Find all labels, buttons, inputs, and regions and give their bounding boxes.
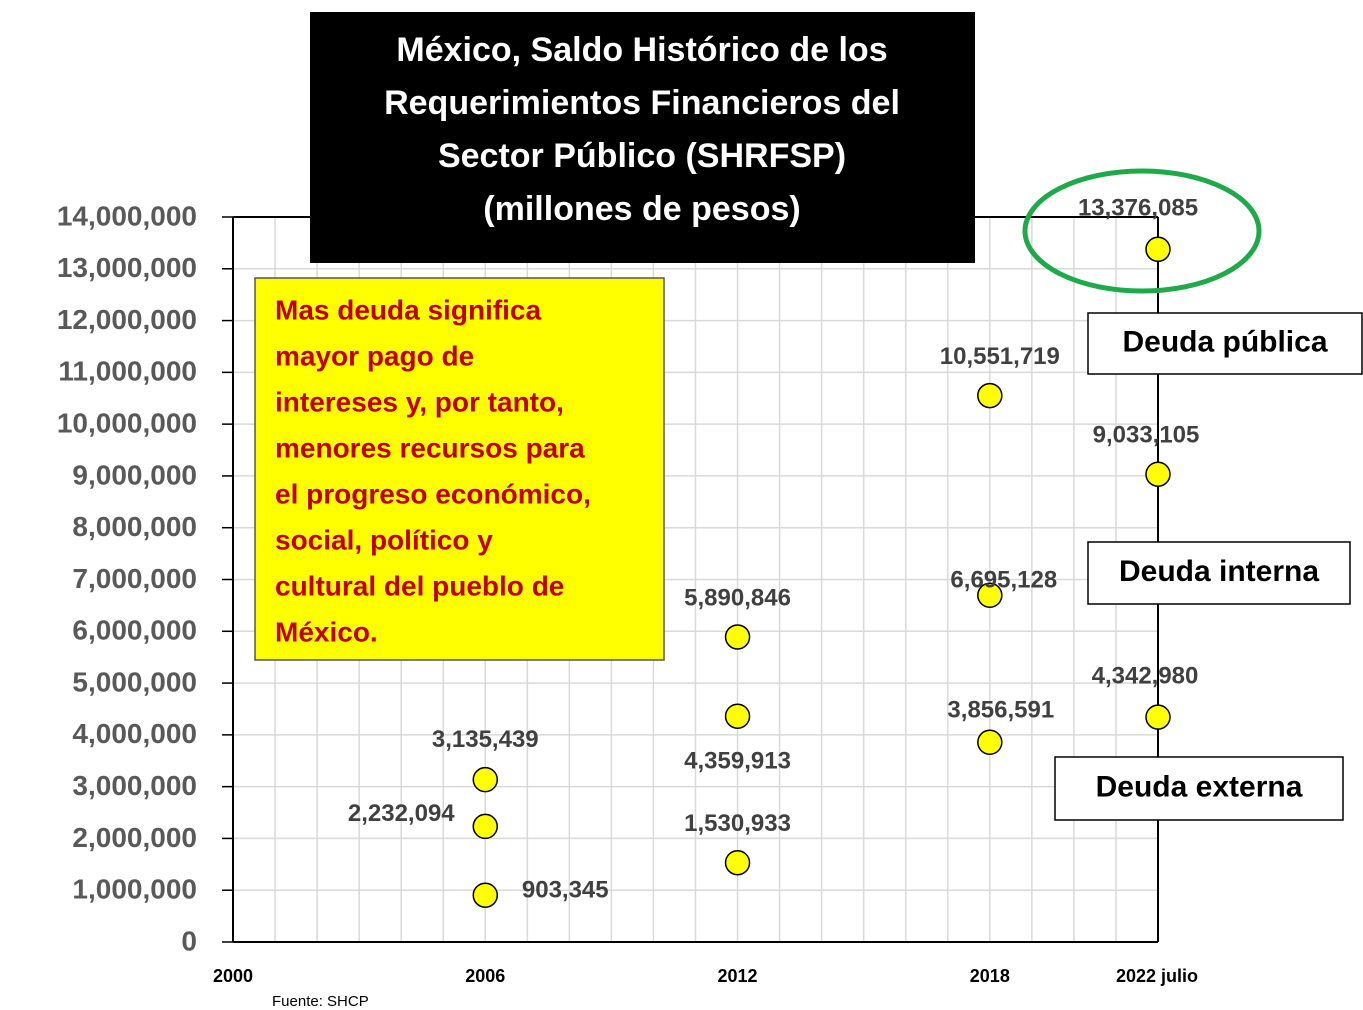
- y-tick-label: 13,000,000: [57, 252, 197, 283]
- data-marker: [472, 882, 499, 908]
- data-marker: [1145, 704, 1171, 730]
- annotation-text: social, político y: [275, 524, 493, 555]
- y-tick-label: 9,000,000: [72, 459, 197, 490]
- y-tick-label: 12,000,000: [57, 304, 197, 335]
- annotation-text: el progreso económico,: [275, 478, 591, 509]
- data-label: 3,135,439: [432, 726, 539, 753]
- source: Fuente: SHCP: [272, 993, 369, 1010]
- chart-title: Requerimientos Financieros del: [384, 84, 900, 122]
- annotation-text: menores recursos para: [275, 432, 585, 463]
- data-label: 10,551,719: [940, 343, 1060, 370]
- data-label: 4,342,980: [1092, 662, 1199, 689]
- chart-title: Sector Público (SHRFSP): [438, 137, 846, 175]
- annotation-text: intereses y, por tanto,: [275, 386, 564, 417]
- data-label: 3,856,591: [947, 697, 1054, 724]
- x-tick-label: 2000: [213, 966, 253, 986]
- title-box: [310, 12, 975, 263]
- y-tick-label: 3,000,000: [72, 770, 197, 801]
- data-label: 903,345: [522, 877, 609, 904]
- y-tick-label: 6,000,000: [72, 615, 197, 646]
- data-marker: [724, 703, 751, 729]
- data-label: 1,530,933: [684, 810, 791, 837]
- data-marker: [472, 813, 499, 840]
- data-marker: [977, 582, 1003, 609]
- legend-box: [1054, 756, 1344, 821]
- data-label: 13,376,085: [1078, 195, 1198, 222]
- y-tick-label: 5,000,000: [72, 666, 197, 697]
- y-tick-label: 11,000,000: [58, 356, 197, 387]
- y-tick-label: 0: [181, 925, 197, 956]
- y-tick-label: 7,000,000: [72, 563, 197, 594]
- data-label: 5,890,846: [684, 584, 791, 611]
- legend-label: Deuda interna: [1119, 555, 1319, 588]
- annotation-box: [254, 277, 665, 661]
- data-marker: [472, 766, 499, 793]
- x-tick-label: 2012: [718, 966, 758, 986]
- data-marker: [724, 624, 751, 650]
- data-label: 4,359,913: [684, 748, 791, 775]
- data-marker: [1145, 236, 1171, 263]
- data-label: 9,033,105: [1093, 422, 1200, 449]
- annotation-text: mayor pago de: [275, 340, 474, 371]
- y-tick-label: 14,000,000: [57, 200, 197, 231]
- data-marker: [977, 382, 1003, 409]
- data-marker: [724, 849, 751, 876]
- data-marker: [977, 729, 1003, 756]
- y-tick-label: 10,000,000: [57, 408, 197, 439]
- annotation-text: Mas deuda significa: [275, 294, 541, 325]
- legend-label: Deuda pública: [1122, 325, 1327, 358]
- x-tick-label: 2006: [465, 966, 505, 986]
- y-tick-label: 4,000,000: [72, 718, 197, 749]
- highlight-ellipse: [1022, 168, 1262, 294]
- data-label: 2,232,094: [348, 800, 455, 827]
- y-tick-label: 8,000,000: [72, 511, 197, 542]
- y-tick-label: 1,000,000: [72, 874, 197, 905]
- x-tick-label: 2022 julio: [1116, 966, 1198, 986]
- legend-box: [1087, 312, 1363, 375]
- annotation-text: México.: [275, 616, 378, 647]
- data-label: 6,695,128: [950, 567, 1057, 594]
- x-tick-label: 2018: [970, 966, 1010, 986]
- annotation-text: cultural del pueblo de: [275, 570, 564, 601]
- legend-box: [1087, 541, 1351, 605]
- data-marker: [1145, 461, 1171, 487]
- y-tick-label: 2,000,000: [72, 822, 197, 853]
- chart-title: México, Saldo Histórico de los: [396, 31, 887, 69]
- legend-label: Deuda externa: [1096, 770, 1303, 803]
- chart-title: (millones de pesos): [483, 190, 800, 228]
